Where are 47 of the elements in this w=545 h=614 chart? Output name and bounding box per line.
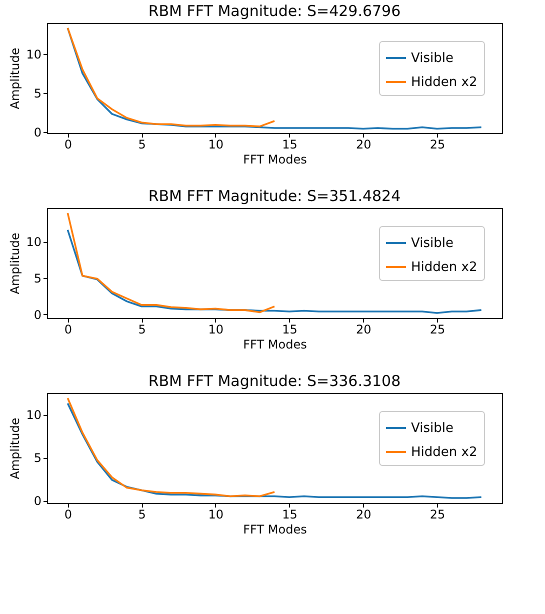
line-series xyxy=(66,402,482,499)
y-tick-label: 10 xyxy=(26,47,42,62)
x-tick-label: 5 xyxy=(138,322,146,336)
y-tick-label: 5 xyxy=(34,86,42,100)
y-tick-label: 5 xyxy=(34,271,42,286)
y-tick-label: 0 xyxy=(34,125,42,140)
legend-label: Hidden x2 xyxy=(411,260,478,275)
y-axis-title: Amplitude xyxy=(8,232,22,294)
x-tick-label: 25 xyxy=(430,508,446,522)
x-tick-label: 20 xyxy=(356,322,372,336)
x-tick-label: 20 xyxy=(356,508,372,522)
x-axis-title: FFT Modes xyxy=(243,338,307,352)
y-axis-title: Amplitude xyxy=(8,418,22,480)
x-tick-label: 5 xyxy=(138,138,146,152)
x-tick-label: 10 xyxy=(208,508,224,522)
x-tick-label: 5 xyxy=(138,508,146,522)
line-series xyxy=(66,212,276,314)
x-tick-label: 20 xyxy=(356,138,372,152)
x-tick-label: 15 xyxy=(282,138,298,152)
chart-title: RBM FFT Magnitude: S=351.4824 xyxy=(148,187,401,205)
legend-label: Hidden x2 xyxy=(411,445,478,460)
x-tick-label: 10 xyxy=(208,322,224,336)
x-axis-title: FFT Modes xyxy=(243,152,307,166)
x-axis-title: FFT Modes xyxy=(243,522,307,536)
y-tick-label: 0 xyxy=(34,308,42,322)
y-tick-label: 10 xyxy=(26,235,42,250)
x-tick-label: 15 xyxy=(282,508,298,522)
y-axis-title: Amplitude xyxy=(8,48,22,110)
legend-label: Visible xyxy=(411,51,454,66)
legend-label: Hidden x2 xyxy=(411,75,478,90)
y-tick-label: 5 xyxy=(34,451,42,466)
line-series xyxy=(66,27,276,128)
x-tick-label: 0 xyxy=(64,508,72,522)
x-tick-label: 10 xyxy=(208,138,224,152)
chart-title: RBM FFT Magnitude: S=336.3108 xyxy=(148,372,401,390)
legend-label: Visible xyxy=(411,421,454,436)
x-tick-label: 0 xyxy=(64,138,72,152)
x-tick-label: 25 xyxy=(430,138,446,152)
line-series xyxy=(66,397,276,498)
legend-label: Visible xyxy=(411,236,454,251)
chart-title: RBM FFT Magnitude: S=429.6796 xyxy=(148,2,401,20)
x-tick-label: 15 xyxy=(282,322,298,336)
y-tick-label: 10 xyxy=(26,408,42,422)
x-tick-label: 0 xyxy=(64,322,72,336)
y-tick-label: 0 xyxy=(34,494,42,508)
line-series xyxy=(66,228,482,314)
x-tick-label: 25 xyxy=(430,322,446,336)
